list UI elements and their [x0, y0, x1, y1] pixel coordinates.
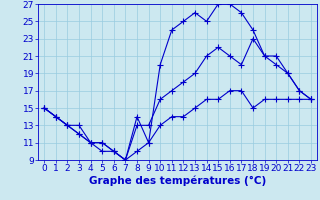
X-axis label: Graphe des températures (°C): Graphe des températures (°C): [89, 176, 266, 186]
